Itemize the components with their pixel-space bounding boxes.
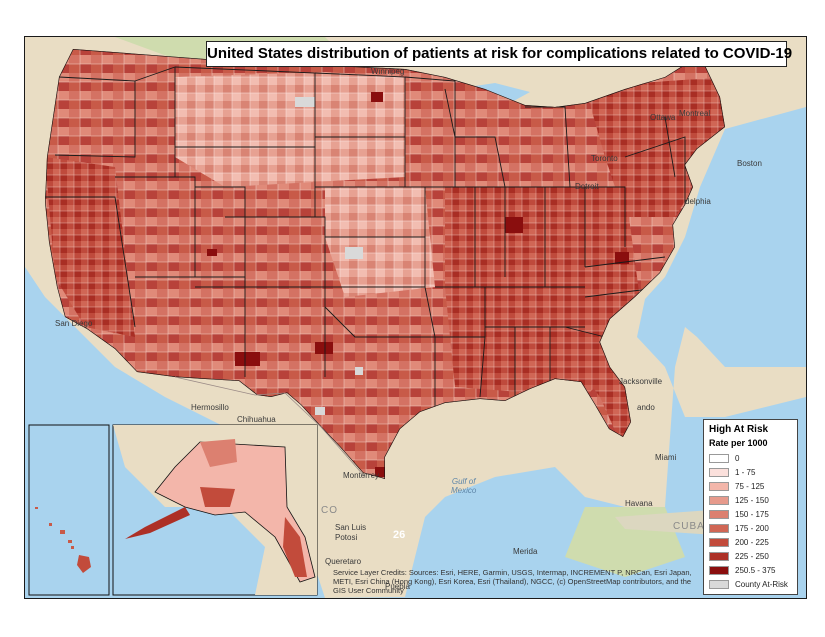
- hotspot-new-mexico: [235, 352, 260, 366]
- legend-rows: 0 1 - 75 75 - 125 125 - 150 150 - 175 175 - 2…: [709, 451, 792, 591]
- na-oklahoma: [355, 367, 363, 375]
- label-jacksonville: Jacksonville: [619, 377, 663, 386]
- hotspot-illinois: [505, 217, 523, 233]
- label-ottawa: Ottawa: [650, 113, 676, 122]
- label-detroit: Detroit: [575, 182, 599, 191]
- legend-swatch: [709, 565, 729, 575]
- region-central-plains: [325, 187, 435, 297]
- legend-item: 200 - 225: [709, 535, 792, 549]
- region-southeast-midwest: [445, 187, 645, 397]
- label-montreal: Montreal: [679, 109, 711, 118]
- legend-label: County At-Risk: [735, 579, 788, 589]
- legend-item: 0: [709, 451, 792, 465]
- service-layer-credits: Service Layer Credits: Sources: Esri, HE…: [333, 568, 692, 595]
- legend-label: 75 - 125: [735, 481, 765, 491]
- hotspot-west-texas: [315, 342, 333, 354]
- region-northern-plains: [175, 72, 405, 187]
- legend-swatch: [709, 481, 729, 491]
- label-puebla: Puebla: [385, 582, 410, 591]
- legend-swatch: [709, 523, 729, 533]
- legend-label: 125 - 150: [735, 495, 769, 505]
- region-california: [45, 157, 135, 337]
- label-winnipeg: Winnipeg: [371, 67, 405, 76]
- label-havana: Havana: [625, 499, 653, 508]
- na-texas: [315, 407, 325, 415]
- label-toronto: Toronto: [591, 154, 618, 163]
- na-kansas: [345, 247, 363, 259]
- legend-swatch: [709, 453, 729, 463]
- legend-label: 200 - 225: [735, 537, 769, 547]
- label-orlando: ando: [637, 403, 655, 412]
- label-san-diego: San Diego: [55, 319, 93, 328]
- inset-hawaii[interactable]: [28, 424, 110, 596]
- legend-title: High At Risk: [709, 424, 769, 435]
- hotspot-west-virginia: [615, 252, 629, 264]
- legend-item: 125 - 150: [709, 493, 792, 507]
- legend-item: 225 - 250: [709, 549, 792, 563]
- legend: High At Risk Rate per 1000 0 1 - 75 75 - 1…: [703, 419, 798, 595]
- inset-alaska[interactable]: [112, 424, 318, 596]
- label-chihuahua: Chihuahua: [237, 415, 276, 424]
- legend-swatch: [709, 495, 729, 505]
- sheet-number: 26: [393, 529, 406, 541]
- map-frame: United States distribution of patients a…: [24, 36, 807, 599]
- label-san-luis: San Luis: [335, 523, 367, 532]
- label-potosi: Potosi: [335, 533, 358, 542]
- mexico-border: [174, 376, 366, 478]
- legend-swatch: [709, 467, 729, 477]
- label-miami: Miami: [655, 453, 677, 462]
- label-hermosillo: Hermosillo: [191, 403, 229, 412]
- na-montana: [295, 97, 315, 107]
- legend-label: 225 - 250: [735, 551, 769, 561]
- legend-swatch: [709, 537, 729, 547]
- label-cuba: CUBA: [673, 521, 705, 532]
- legend-label: 250.5 - 375: [735, 565, 776, 575]
- legend-label: 150 - 175: [735, 509, 769, 519]
- legend-item: 175 - 200: [709, 521, 792, 535]
- legend-swatch: [709, 579, 729, 589]
- map-canvas[interactable]: [25, 37, 806, 598]
- label-gulf-of-mexico: Gulf of Mexico: [451, 477, 477, 495]
- hotspot-north-dakota: [371, 92, 383, 102]
- region-florida: [585, 367, 635, 442]
- legend-swatch: [709, 551, 729, 561]
- legend-item: 1 - 75: [709, 465, 792, 479]
- legend-item: 150 - 175: [709, 507, 792, 521]
- label-monterrey: Monterrey: [343, 471, 380, 480]
- legend-swatch: [709, 509, 729, 519]
- label-philadelphia: delphia: [685, 197, 711, 206]
- label-merida: Merida: [513, 547, 538, 556]
- hotspot-utah: [207, 249, 217, 256]
- legend-subtitle: Rate per 1000: [709, 438, 768, 448]
- legend-item: 75 - 125: [709, 479, 792, 493]
- hotspot-south-texas: [375, 467, 385, 477]
- legend-label: 175 - 200: [735, 523, 769, 533]
- label-mexico: CO: [321, 505, 338, 516]
- legend-label: 1 - 75: [735, 467, 756, 477]
- legend-item: 250.5 - 375: [709, 563, 792, 577]
- legend-item: County At-Risk: [709, 577, 792, 591]
- legend-label: 0: [735, 453, 740, 463]
- label-boston: Boston: [737, 159, 762, 168]
- label-queretaro: Queretaro: [325, 557, 362, 566]
- map-title: United States distribution of patients a…: [206, 41, 792, 67]
